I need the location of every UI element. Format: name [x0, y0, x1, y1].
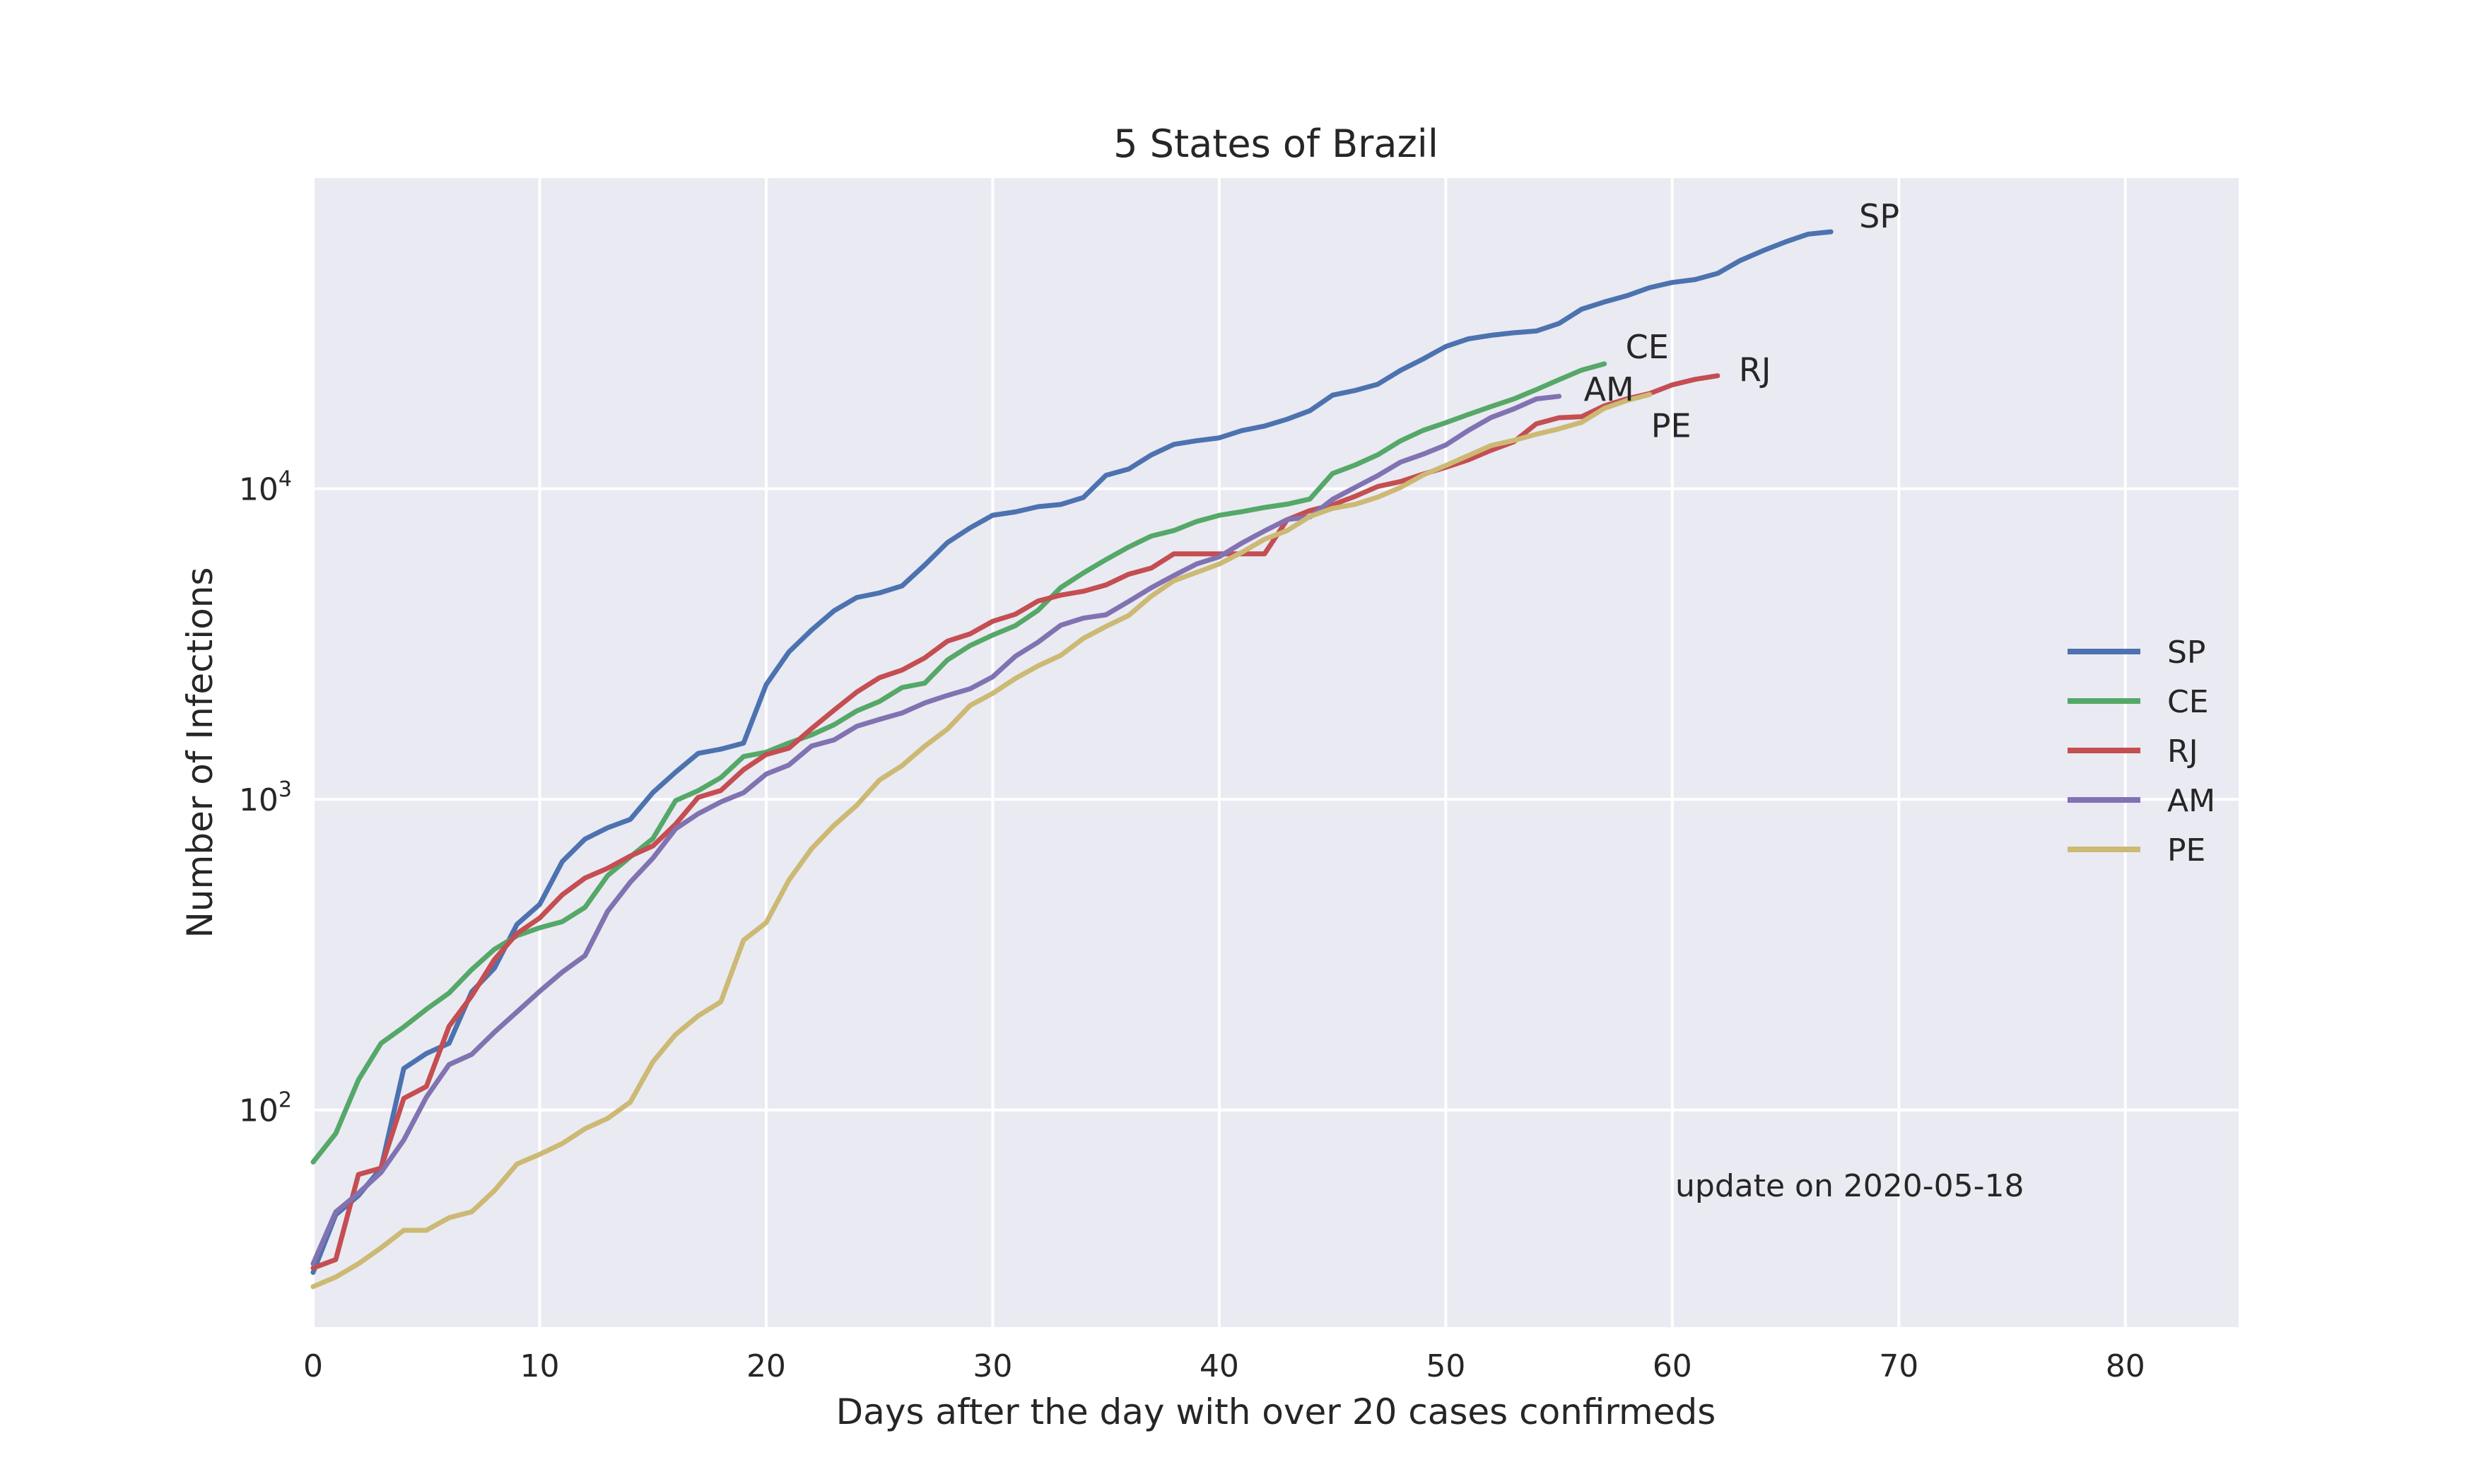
end-label-ce: CE: [1626, 328, 1669, 366]
x-tick-label: 60: [1653, 1348, 1692, 1384]
x-tick-label: 10: [520, 1348, 559, 1384]
x-tick-label: 30: [973, 1348, 1012, 1384]
x-tick-label: 0: [303, 1348, 323, 1384]
legend: SP CE RJ AM PE: [2068, 635, 2215, 868]
x-axis-ticks: 0 10 20 30 40 50 60 70 80: [303, 1348, 2145, 1384]
x-tick-label: 20: [746, 1348, 786, 1384]
end-label-am: AM: [1584, 370, 1634, 408]
plot-background: [313, 178, 2239, 1327]
chart-title: 5 States of Brazil: [1113, 122, 1438, 166]
series-line-rj: [310, 373, 1720, 1271]
legend-label-am: AM: [2167, 783, 2215, 819]
series-lines: [310, 229, 1834, 1290]
legend-label-pe: PE: [2167, 832, 2205, 868]
y-axis-label: Number of Infections: [180, 567, 221, 938]
x-tick-label: 50: [1426, 1348, 1465, 1384]
update-annotation: update on 2020-05-18: [1675, 1168, 2024, 1204]
x-axis-label: Days after the day with over 20 cases co…: [836, 1391, 1716, 1432]
series-line-sp: [310, 229, 1834, 1276]
series-end-labels: SP CE RJ AM PE: [1584, 197, 1900, 444]
end-label-rj: RJ: [1739, 351, 1771, 389]
series-line-pe: [310, 391, 1653, 1290]
x-tick-label: 70: [1879, 1348, 1918, 1384]
y-tick-label: 104: [239, 467, 292, 508]
end-label-sp: SP: [1859, 197, 1899, 235]
legend-label-rj: RJ: [2167, 734, 2198, 770]
series-line-am: [310, 394, 1562, 1266]
legend-label-sp: SP: [2167, 635, 2205, 671]
series-line-ce: [310, 361, 1607, 1165]
x-tick-label: 40: [1200, 1348, 1239, 1384]
x-tick-label: 80: [2106, 1348, 2145, 1384]
y-axis-ticks: 102 103 104: [239, 467, 292, 1129]
end-label-pe: PE: [1651, 406, 1692, 444]
y-tick-label: 103: [239, 777, 292, 818]
y-tick-label: 102: [239, 1088, 292, 1129]
legend-label-ce: CE: [2167, 684, 2209, 720]
